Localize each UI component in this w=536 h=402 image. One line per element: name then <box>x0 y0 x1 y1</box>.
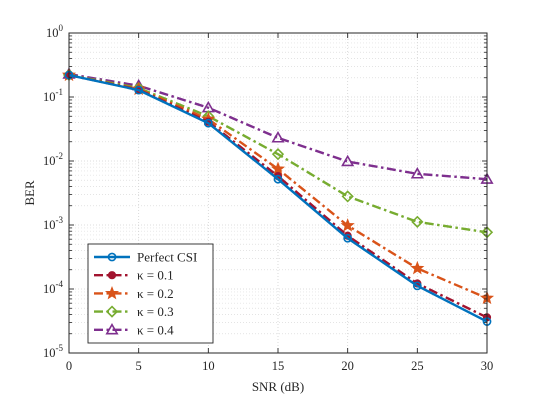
legend-label: κ = 0.3 <box>137 304 174 319</box>
series-line <box>68 73 488 234</box>
legend-entry: Perfect CSI <box>94 250 197 265</box>
star-marker <box>270 161 286 175</box>
star-marker <box>104 285 120 300</box>
series-line <box>68 73 488 323</box>
x-tick-label: 5 <box>136 359 142 373</box>
series-3 <box>62 68 494 239</box>
x-tick-label: 10 <box>202 359 215 373</box>
circle-marker <box>412 281 422 291</box>
filled-circle-marker <box>107 271 117 280</box>
legend-entry: κ = 0.4 <box>94 322 174 337</box>
y-axis-tick-labels: 100 10-1 10-2 10-3 10-4 10-5 <box>43 23 64 360</box>
series-layer <box>61 67 495 326</box>
legend: Perfect CSI κ = 0.1 κ = 0.2 κ = 0.3 κ = 0.4 <box>87 243 214 344</box>
circle-marker <box>203 118 213 128</box>
legend-label: κ = 0.2 <box>137 286 174 301</box>
y-tick-label: 10-3 <box>43 215 63 232</box>
triangle-marker <box>271 131 285 143</box>
x-tick-label: 20 <box>341 359 354 373</box>
y-axis-label: BER <box>22 180 37 206</box>
star-marker <box>340 218 355 232</box>
triangle-marker <box>341 154 355 167</box>
x-tick-label: 15 <box>272 359 285 373</box>
circle-marker <box>343 233 353 243</box>
legend-entry: κ = 0.1 <box>94 268 174 283</box>
diamond-marker <box>411 215 424 228</box>
x-tick-label: 30 <box>481 359 494 373</box>
legend-label: Perfect CSI <box>137 250 197 265</box>
x-axis-tick-labels: 0 5 10 15 20 25 30 <box>66 359 493 373</box>
circle-marker <box>107 252 117 262</box>
circle-marker <box>273 174 283 184</box>
x-axis-label: SNR (dB) <box>252 379 304 394</box>
y-tick-label: 10-1 <box>43 87 63 104</box>
legend-label: κ = 0.1 <box>137 268 174 283</box>
triangle-marker <box>410 167 424 179</box>
y-tick-label: 10-5 <box>43 343 63 360</box>
circle-marker <box>134 85 144 95</box>
triangle-marker <box>105 322 119 335</box>
legend-entry: κ = 0.3 <box>94 304 174 319</box>
x-tick-label: 0 <box>66 359 72 373</box>
legend-label: κ = 0.4 <box>137 322 174 337</box>
y-tick-label: 100 <box>46 23 64 40</box>
legend-entry: κ = 0.2 <box>94 286 174 301</box>
diamond-marker <box>271 148 285 161</box>
diamond-marker <box>105 305 119 318</box>
y-tick-label: 10-4 <box>43 279 63 296</box>
diamond-marker <box>341 190 354 203</box>
axis-ticks <box>68 32 488 354</box>
star-marker <box>410 260 425 275</box>
x-tick-label: 25 <box>411 359 424 373</box>
y-tick-label: 10-2 <box>43 151 63 168</box>
